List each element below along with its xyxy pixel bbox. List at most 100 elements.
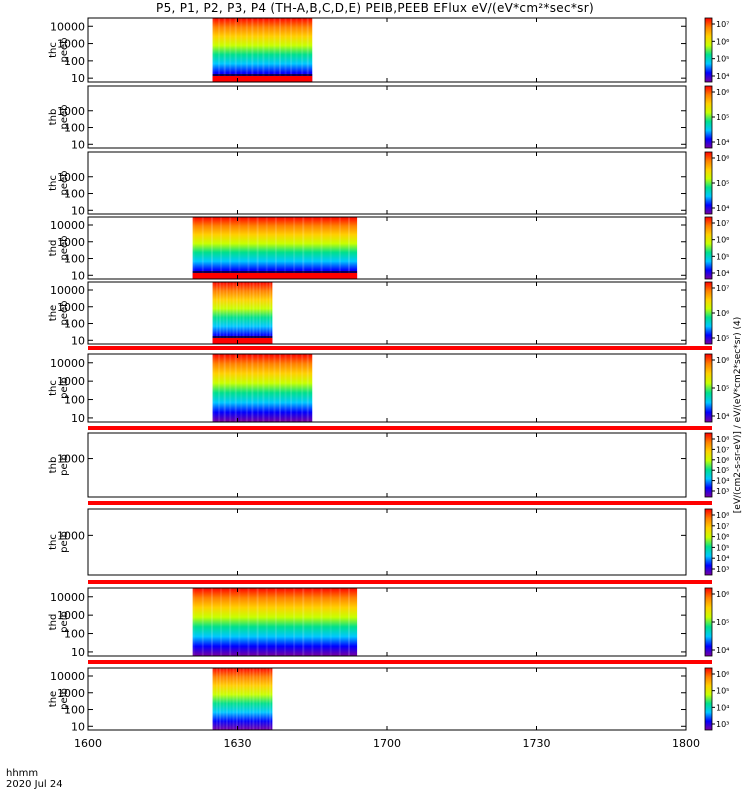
spectrogram-texture: [338, 217, 341, 279]
spectrogram-texture: [251, 354, 254, 422]
spectrogram-texture: [255, 668, 258, 730]
spectrogram-texture: [267, 18, 270, 82]
spectrogram-texture: [301, 18, 304, 82]
spectrogram-texture: [222, 668, 225, 730]
spectrogram-texture: [273, 354, 276, 422]
panel-label-product: peib: [59, 611, 70, 633]
colorbar-tick-label: 10⁷: [716, 20, 729, 29]
spectrogram-texture: [320, 588, 323, 656]
spectrogram-texture: [218, 354, 221, 422]
x-tick-label: 1730: [523, 737, 551, 750]
spectrogram-texture: [262, 354, 265, 422]
spectrogram-texture: [269, 282, 272, 344]
colorbar-caption: [eV/(cm2-s-sr-eV)] / eV/(eV*cm2*sec*sr) …: [733, 316, 743, 514]
spectrogram-block: [212, 668, 273, 730]
spectrogram-texture: [201, 217, 204, 279]
colorbar-tick-label: 10⁶: [716, 37, 729, 46]
low-energy-floor: [212, 338, 273, 344]
colorbar-tick-label: 10⁵: [716, 252, 729, 261]
spectrogram-texture: [265, 282, 268, 344]
spectrogram-texture: [238, 217, 241, 279]
colorbar: [704, 508, 713, 576]
colorbar-tick-label: 10⁶: [716, 456, 729, 465]
spectrogram-texture: [245, 18, 248, 82]
spectrogram-texture: [232, 668, 235, 730]
colorbar-tick-label: 10⁴: [716, 204, 729, 213]
spectrogram-texture: [220, 588, 223, 656]
colorbar-tick-label: 10⁴: [716, 703, 729, 712]
spectrogram-texture: [212, 354, 215, 422]
spectrogram-texture: [290, 354, 293, 422]
spectrogram-texture: [262, 668, 265, 730]
y-tick-label: 100: [64, 253, 85, 266]
spectrogram-texture: [306, 18, 309, 82]
spectrogram-texture: [269, 668, 272, 730]
panel-label: thcpeeb: [48, 171, 70, 196]
colorbar-tick-label: 10⁵: [716, 466, 729, 475]
colorbar-tick-label: 10⁶: [716, 533, 729, 542]
spectrogram-texture: [252, 282, 255, 344]
spectrogram-texture: [255, 282, 258, 344]
spectrogram-texture: [223, 354, 226, 422]
spectrogram-texture: [232, 282, 235, 344]
spectrogram-texture: [329, 588, 332, 656]
spectrogram-texture: [256, 217, 259, 279]
panel-frame: [87, 432, 687, 498]
spectrogram-texture: [234, 354, 237, 422]
spectrogram-texture: [229, 282, 232, 344]
y-tick-label: 10: [71, 720, 85, 733]
colorbar-tick-label: 10⁵: [716, 618, 729, 627]
spectrogram-texture: [249, 282, 252, 344]
panel-label-product: peib: [59, 454, 70, 476]
y-tick-label: 1000: [57, 529, 85, 542]
colorbar-tick-label: 10⁷: [716, 445, 729, 454]
panel-label-probe: thd: [48, 614, 59, 631]
y-tick-label: 100: [64, 318, 85, 331]
spectrogram-texture: [245, 354, 248, 422]
panel-label: thcpeib: [48, 531, 70, 553]
low-energy-floor: [212, 76, 313, 82]
chart-title: P5, P1, P2, P3, P4 (TH-A,B,C,D,E) PEIB,P…: [156, 1, 594, 15]
spectrogram-texture: [262, 18, 265, 82]
spectrogram-texture: [256, 588, 259, 656]
spectrogram-block: [192, 217, 358, 279]
spectrogram-texture: [245, 668, 248, 730]
panel-separator: [88, 426, 712, 430]
panel-label-product: peib: [59, 688, 70, 710]
spectrogram-texture: [259, 668, 262, 730]
panel-label-product: peeb: [59, 301, 70, 326]
panel-label-product: peeb: [59, 236, 70, 261]
panel-label-probe: thc: [48, 534, 59, 550]
colorbar-tick-label: 10⁷: [716, 219, 729, 228]
y-tick-label: 100: [64, 628, 85, 641]
colorbar-tick-label: 10³: [716, 487, 729, 496]
spectrogram-texture: [279, 354, 282, 422]
y-tick-label: 100: [64, 394, 85, 407]
spectrogram-texture: [274, 217, 277, 279]
panel-frame: [87, 353, 687, 423]
y-tick-label: 10000: [50, 219, 85, 232]
colorbar-tick-label: 10⁴: [716, 72, 729, 81]
date-label: 2020 Jul 24: [6, 779, 63, 790]
y-tick-label: 1000: [57, 375, 85, 388]
spectrogram-texture: [222, 282, 225, 344]
spectrogram-texture: [301, 354, 304, 422]
spectrogram-texture: [320, 217, 323, 279]
panel-label-probe: thc: [48, 42, 59, 58]
colorbar: [704, 17, 713, 83]
panel-label: thcpeeb: [48, 38, 70, 63]
colorbar-tick-label: 10⁴: [716, 412, 729, 421]
spectrogram-texture: [247, 217, 250, 279]
y-tick-label: 1000: [57, 453, 85, 466]
panel-label-product: peeb: [59, 171, 70, 196]
panel-separator: [88, 580, 712, 584]
spectrogram-texture: [219, 282, 222, 344]
y-tick-label: 100: [64, 55, 85, 68]
spectrogram-texture: [306, 354, 309, 422]
spectrogram-texture: [212, 282, 215, 344]
panel-frame: [87, 216, 687, 280]
colorbar-tick-label: 10⁸: [716, 435, 729, 444]
